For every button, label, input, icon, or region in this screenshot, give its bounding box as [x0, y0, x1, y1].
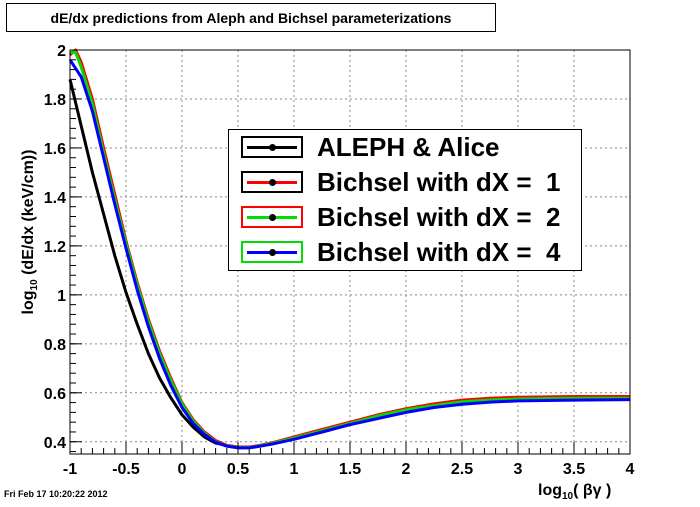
- y-axis-title-sub: 10: [29, 279, 41, 291]
- legend-marker-bichsel-2: [241, 206, 303, 228]
- legend-label-bichsel-4: Bichsel with dX = 4: [317, 237, 561, 267]
- x-tick-label: 4: [626, 461, 635, 478]
- x-tick-label: 1: [290, 461, 299, 478]
- x-axis-title-main: log: [538, 482, 562, 499]
- legend-entry-bichsel-4: Bichsel with dX = 4: [229, 235, 581, 270]
- legend: ALEPH & Alice Bichsel with dX = 1 Bichse…: [228, 129, 582, 271]
- x-tick-label: 2.5: [451, 461, 473, 478]
- legend-entry-bichsel-2: Bichsel with dX = 2: [229, 200, 581, 235]
- y-tick-label: 0.8: [44, 337, 66, 354]
- legend-dot-bichsel-1: [269, 179, 276, 186]
- legend-label-aleph: ALEPH & Alice: [317, 132, 500, 162]
- x-tick-label: -0.5: [112, 461, 140, 478]
- legend-entry-bichsel-1: Bichsel with dX = 1: [229, 165, 581, 200]
- x-tick-label: -1: [63, 461, 77, 478]
- legend-dot-aleph: [269, 144, 276, 151]
- y-tick-label: 0.6: [44, 386, 66, 403]
- legend-marker-aleph: [241, 136, 303, 158]
- timestamp: Fri Feb 17 10:20:22 2012: [4, 489, 108, 499]
- legend-entry-aleph: ALEPH & Alice: [229, 130, 581, 165]
- legend-dot-bichsel-4: [269, 249, 276, 256]
- x-tick-label: 1.5: [339, 461, 361, 478]
- y-tick-label: 2: [57, 43, 66, 60]
- y-axis-title: log10 (dE/dx (keV/cm)): [20, 150, 40, 315]
- chart-title-text: dE/dx predictions from Aleph and Bichsel…: [50, 9, 452, 26]
- y-tick-label: 1.4: [44, 190, 66, 207]
- y-tick-label: 1: [57, 288, 66, 305]
- axes: -1 -0.5 0 0.5 1 1.5 2 2.5 3 3.5 4 0.4 0.6 0.8 1 1.2 1.4 1…: [44, 43, 635, 478]
- x-axis-title-rest: ( βγ ): [573, 482, 612, 499]
- x-tick-label: 2: [402, 461, 411, 478]
- y-tick-label: 1.2: [44, 239, 66, 256]
- series-group: [68, 48, 631, 450]
- y-tick-label: 0.4: [44, 435, 66, 452]
- chart-title: dE/dx predictions from Aleph and Bichsel…: [6, 3, 496, 32]
- legend-marker-bichsel-1: [241, 171, 303, 193]
- legend-dot-bichsel-2: [269, 214, 276, 221]
- y-tick-label: 1.8: [44, 92, 66, 109]
- x-tick-label: 3: [514, 461, 523, 478]
- series-line-3: [68, 58, 631, 450]
- legend-label-bichsel-2: Bichsel with dX = 2: [317, 202, 561, 232]
- x-tick-label: 0: [178, 461, 187, 478]
- y-axis-title-main: log: [19, 290, 37, 315]
- y-axis-title-rest: (dE/dx (keV/cm)): [19, 149, 37, 280]
- x-tick-label: 0.5: [227, 461, 249, 478]
- legend-label-bichsel-1: Bichsel with dX = 1: [317, 167, 561, 197]
- x-axis-title-sub: 10: [562, 491, 574, 503]
- x-axis-title: log10( βγ ): [538, 482, 611, 502]
- x-tick-label: 3.5: [563, 461, 585, 478]
- y-tick-label: 1.6: [44, 141, 66, 158]
- legend-marker-bichsel-4: [241, 241, 303, 263]
